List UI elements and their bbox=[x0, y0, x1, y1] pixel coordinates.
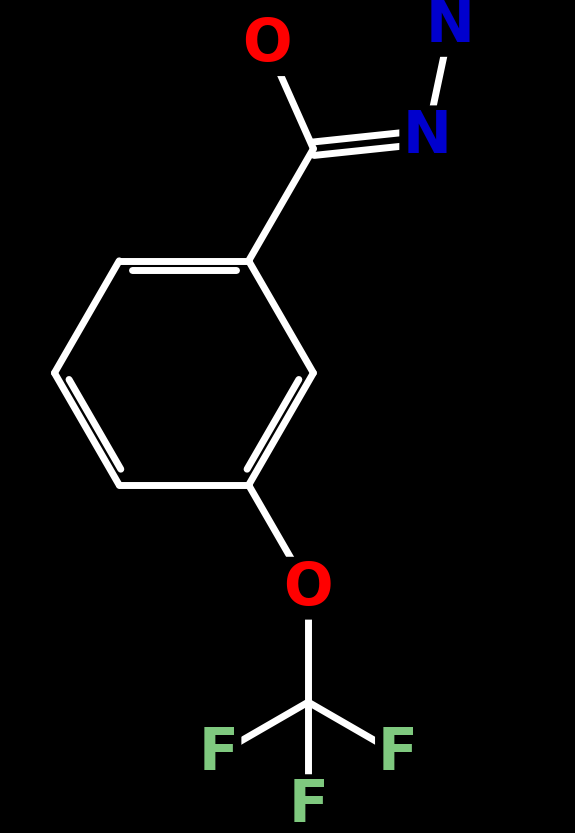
Text: N: N bbox=[426, 0, 475, 54]
Text: O: O bbox=[242, 16, 292, 73]
Text: F: F bbox=[288, 777, 328, 833]
Text: O: O bbox=[283, 560, 333, 616]
Text: F: F bbox=[378, 726, 418, 782]
Text: F: F bbox=[198, 726, 239, 782]
Text: N: N bbox=[402, 108, 451, 165]
